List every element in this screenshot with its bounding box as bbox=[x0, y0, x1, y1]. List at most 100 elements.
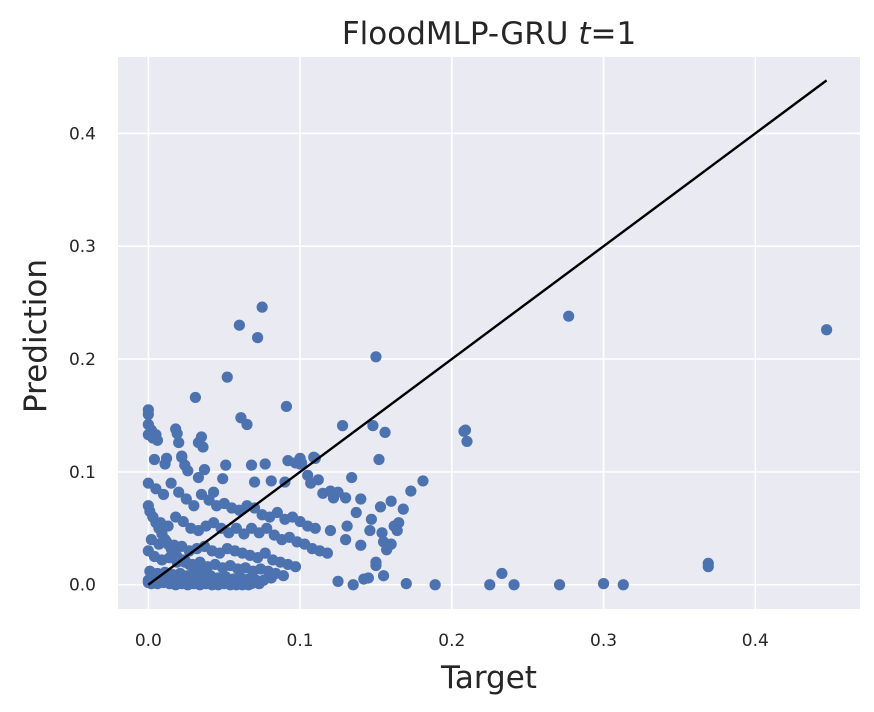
chart-title-suffix: =1 bbox=[590, 16, 636, 52]
x-tick-label: 0.4 bbox=[742, 631, 769, 651]
scatter-point bbox=[188, 500, 200, 512]
scatter-point bbox=[221, 371, 233, 383]
scatter-point bbox=[340, 534, 352, 546]
scatter-point bbox=[374, 501, 387, 513]
scatter-point bbox=[364, 524, 376, 537]
scatter-point bbox=[459, 424, 472, 436]
scatter-point bbox=[336, 420, 349, 432]
x-tick-labels: 0.0 0.1 0.2 0.3 0.4 bbox=[135, 631, 769, 651]
scatter-point bbox=[289, 561, 302, 573]
scatter-point bbox=[417, 475, 429, 487]
scatter-point bbox=[142, 408, 154, 420]
scatter-point bbox=[296, 457, 308, 469]
scatter-point bbox=[277, 570, 289, 582]
y-tick-labels: 0.0 0.1 0.2 0.3 0.4 bbox=[69, 124, 96, 595]
scatter-point bbox=[563, 310, 575, 322]
scatter-point bbox=[148, 453, 161, 466]
scatter-point bbox=[377, 570, 390, 582]
scatter-point bbox=[265, 572, 277, 584]
scatter-point bbox=[248, 476, 261, 488]
data-points bbox=[142, 301, 833, 591]
scatter-point bbox=[597, 578, 610, 590]
scatter-point bbox=[821, 324, 833, 336]
scatter-point bbox=[365, 513, 378, 525]
scatter-point bbox=[484, 579, 496, 591]
scatter-point bbox=[385, 538, 397, 550]
scatter-point bbox=[350, 506, 362, 519]
chart-title-variable: t bbox=[578, 16, 592, 52]
y-tick-label: 0.4 bbox=[69, 124, 96, 144]
scatter-point bbox=[189, 391, 201, 404]
scatter-point bbox=[198, 464, 211, 476]
scatter-point bbox=[397, 503, 409, 515]
scatter-point bbox=[367, 420, 379, 432]
scatter-point bbox=[400, 578, 412, 590]
scatter-point bbox=[324, 524, 337, 537]
scatter-point bbox=[376, 527, 388, 539]
scatter-point bbox=[173, 486, 185, 498]
scatter-point bbox=[197, 441, 209, 453]
scatter-point bbox=[241, 418, 253, 431]
scatter-point bbox=[201, 570, 214, 582]
scatter-point bbox=[393, 517, 405, 529]
scatter-point bbox=[242, 579, 255, 591]
scatter-point bbox=[160, 452, 173, 464]
x-tick-label: 0.3 bbox=[590, 631, 617, 651]
scatter-point bbox=[341, 520, 353, 532]
scatter-point bbox=[347, 579, 359, 591]
scatter-point bbox=[261, 522, 273, 534]
scatter-point bbox=[177, 515, 189, 528]
y-tick-label: 0.1 bbox=[69, 463, 96, 483]
scatter-point bbox=[253, 578, 265, 590]
x-tick-label: 0.2 bbox=[438, 631, 465, 651]
scatter-point bbox=[157, 488, 170, 501]
scatter-point bbox=[370, 351, 382, 363]
scatter-point bbox=[271, 506, 283, 519]
scatter-point bbox=[362, 572, 374, 584]
scatter-point bbox=[259, 458, 271, 470]
chart-title: FloodMLP-GRU t=1 bbox=[342, 16, 636, 52]
scatter-point bbox=[553, 579, 566, 591]
scatter-point bbox=[165, 477, 177, 489]
scatter-point bbox=[385, 495, 397, 507]
scatter-point bbox=[702, 561, 714, 573]
plot-background bbox=[118, 57, 860, 609]
scatter-point bbox=[508, 579, 520, 591]
scatter-point bbox=[309, 452, 321, 464]
scatter-point bbox=[355, 539, 367, 551]
scatter-point bbox=[217, 473, 229, 485]
scatter-point bbox=[309, 522, 321, 534]
scatter-point bbox=[233, 319, 245, 331]
x-axis-label: Target bbox=[440, 660, 537, 696]
scatter-point bbox=[182, 465, 194, 477]
scatter-point bbox=[461, 435, 473, 448]
scatter-point bbox=[220, 459, 232, 471]
scatter-point bbox=[496, 567, 508, 580]
scatter-point bbox=[173, 436, 185, 449]
identity-line bbox=[147, 79, 828, 586]
scatter-point bbox=[248, 502, 261, 514]
scatter-point bbox=[256, 301, 268, 313]
scatter-point bbox=[151, 434, 164, 446]
scatter-point bbox=[346, 471, 358, 484]
scatter-point bbox=[176, 451, 188, 463]
scatter-point bbox=[251, 332, 264, 344]
chart-title-main: FloodMLP-GRU bbox=[342, 16, 579, 52]
scatter-point bbox=[373, 453, 385, 466]
scatter-point bbox=[332, 575, 344, 587]
scatter-point bbox=[370, 559, 382, 572]
x-tick-label: 0.1 bbox=[287, 631, 314, 651]
scatter-point bbox=[321, 547, 333, 559]
scatter-point bbox=[245, 459, 258, 471]
scatter-point bbox=[265, 475, 277, 487]
y-tick-label: 0.2 bbox=[69, 350, 96, 370]
scatter-point bbox=[259, 547, 271, 559]
scatter-point bbox=[312, 474, 324, 486]
scatter-point bbox=[162, 520, 174, 532]
scatter-point bbox=[617, 579, 629, 591]
scatter-point bbox=[379, 426, 391, 439]
scatter-point bbox=[192, 471, 205, 484]
y-tick-label: 0.3 bbox=[69, 237, 96, 257]
scatter-point bbox=[171, 427, 183, 440]
